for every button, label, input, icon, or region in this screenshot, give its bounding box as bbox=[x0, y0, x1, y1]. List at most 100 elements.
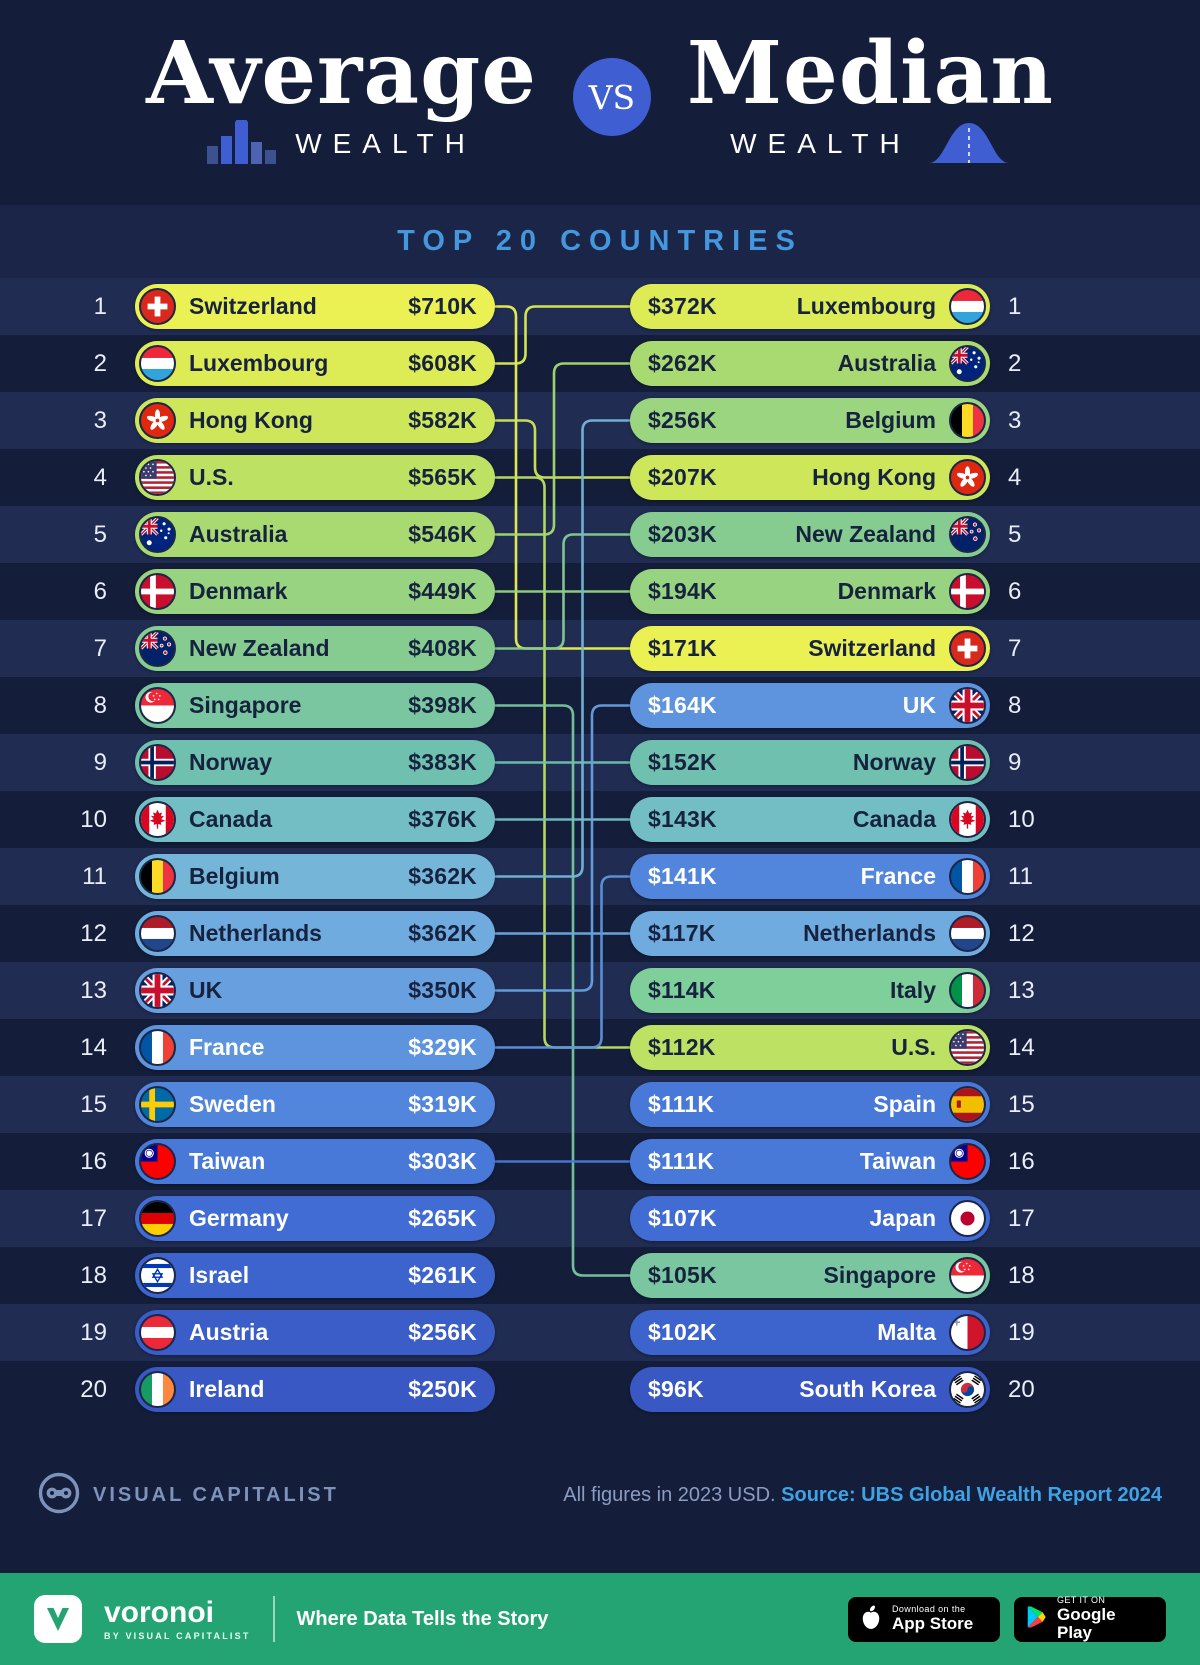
ranking-row: 10 Canada $376K $143K Canada 10 bbox=[0, 791, 1200, 848]
country-name: Spain bbox=[873, 1091, 936, 1117]
average-pill-switzerland: Switzerland $710K bbox=[135, 284, 495, 329]
median-pill-u-s-: $112K U.S. bbox=[630, 1025, 990, 1070]
country-name: U.S. bbox=[891, 1034, 936, 1060]
app-store-badge[interactable]: Download on the App Store bbox=[848, 1596, 1000, 1642]
average-value: $250K bbox=[408, 1376, 477, 1402]
bell-curve-icon bbox=[927, 120, 1011, 169]
bar-chart-icon bbox=[207, 117, 279, 169]
median-rank: 14 bbox=[1008, 1033, 1035, 1061]
country-name: Austria bbox=[189, 1319, 269, 1345]
median-pill-south-korea: $96K South Korea bbox=[630, 1367, 990, 1412]
google-play-badge[interactable]: GET IT ON Google Play bbox=[1014, 1595, 1166, 1642]
ranking-row: 17 Germany $265K $107K Japan 17 bbox=[0, 1190, 1200, 1247]
average-rank: 16 bbox=[80, 1147, 107, 1175]
country-name: New Zealand bbox=[189, 635, 330, 661]
voronoi-wordmark: voronoi BY VISUAL CAPITALIST bbox=[104, 1597, 251, 1641]
vs-badge: VS bbox=[572, 58, 651, 136]
average-rank: 8 bbox=[93, 691, 107, 719]
average-title-block: Average WEALTH bbox=[146, 30, 537, 169]
country-name: Luxembourg bbox=[796, 293, 936, 319]
median-pill-new-zealand: $203K New Zealand bbox=[630, 512, 990, 557]
average-pill-france: France $329K bbox=[135, 1025, 495, 1070]
flag-icon-australia bbox=[949, 345, 986, 382]
flag-icon-sweden bbox=[139, 1086, 176, 1123]
country-name: Switzerland bbox=[189, 293, 317, 319]
median-pill-switzerland: $171K Switzerland bbox=[630, 626, 990, 671]
flag-icon-new-zealand bbox=[139, 630, 176, 667]
median-pill-hong-kong: $207K Hong Kong bbox=[630, 455, 990, 500]
country-name: Canada bbox=[189, 806, 273, 832]
country-name: Australia bbox=[837, 350, 936, 376]
title-median: Median bbox=[686, 23, 1054, 124]
average-rank: 6 bbox=[93, 577, 107, 605]
average-value: $265K bbox=[408, 1205, 477, 1231]
median-rank: 13 bbox=[1008, 976, 1035, 1004]
median-pill-singapore: $105K Singapore bbox=[630, 1253, 990, 1298]
country-name: Malta bbox=[877, 1319, 936, 1345]
average-pill-hong-kong: Hong Kong $582K bbox=[135, 398, 495, 443]
flag-icon-italy bbox=[949, 972, 986, 1009]
source-line: All figures in 2023 USD. Source: UBS Glo… bbox=[563, 1484, 1162, 1507]
average-rank: 18 bbox=[80, 1261, 107, 1289]
median-value: $96K bbox=[648, 1376, 704, 1402]
median-pill-spain: $111K Spain bbox=[630, 1082, 990, 1127]
voronoi-logo-icon bbox=[34, 1595, 82, 1643]
average-value: $319K bbox=[408, 1091, 477, 1117]
flag-icon-luxembourg bbox=[139, 345, 176, 382]
flag-icon-hong-kong bbox=[949, 459, 986, 496]
median-pill-denmark: $194K Denmark bbox=[630, 569, 990, 614]
section-title: TOP 20 COUNTRIES bbox=[397, 225, 803, 257]
flag-icon-luxembourg bbox=[949, 288, 986, 325]
app-store-caption: Download on the bbox=[892, 1604, 966, 1615]
median-rank: 10 bbox=[1008, 805, 1035, 833]
flag-icon-denmark bbox=[139, 573, 176, 610]
country-name: Denmark bbox=[837, 578, 936, 604]
median-value: $117K bbox=[648, 920, 716, 946]
flag-icon-u-s- bbox=[949, 1029, 986, 1066]
average-rank: 19 bbox=[80, 1318, 107, 1346]
country-name: Italy bbox=[889, 977, 936, 1003]
average-rank: 3 bbox=[93, 406, 107, 434]
flag-icon-france bbox=[949, 858, 986, 895]
ranking-row: 2 Luxembourg $608K $262K Australia 2 bbox=[0, 335, 1200, 392]
median-value: $141K bbox=[648, 863, 717, 889]
median-pill-belgium: $256K Belgium bbox=[630, 398, 990, 443]
average-value: $350K bbox=[408, 977, 477, 1003]
ranking-row: 7 New Zealand $408K $171K Switzerland 7 bbox=[0, 620, 1200, 677]
google-play-icon bbox=[1026, 1605, 1047, 1634]
average-rank: 7 bbox=[93, 634, 107, 662]
country-name: France bbox=[860, 863, 936, 889]
flag-icon-netherlands bbox=[139, 915, 176, 952]
flag-icon-malta bbox=[949, 1314, 986, 1351]
google-play-label: Google Play bbox=[1057, 1604, 1116, 1642]
average-value: $329K bbox=[408, 1034, 477, 1060]
flag-icon-uk bbox=[139, 972, 176, 1009]
ranking-row: 4 U.S. $565K $207K Hong Kong 4 bbox=[0, 449, 1200, 506]
flag-icon-australia bbox=[139, 516, 176, 553]
source-credit: Source: UBS Global Wealth Report 2024 bbox=[781, 1484, 1162, 1506]
median-rank: 20 bbox=[1008, 1375, 1035, 1403]
footer: VISUAL CAPITALIST All figures in 2023 US… bbox=[0, 1418, 1200, 1573]
average-pill-sweden: Sweden $319K bbox=[135, 1082, 495, 1127]
country-name: Sweden bbox=[189, 1091, 276, 1117]
median-rank: 5 bbox=[1008, 520, 1022, 548]
section-band: TOP 20 COUNTRIES bbox=[0, 205, 1200, 278]
country-name: France bbox=[189, 1034, 265, 1060]
average-value: $408K bbox=[408, 635, 477, 661]
ranking-row: 15 Sweden $319K $111K Spain 15 bbox=[0, 1076, 1200, 1133]
median-rank: 12 bbox=[1008, 919, 1035, 947]
figures-note: All figures in 2023 USD. bbox=[563, 1484, 776, 1506]
median-value: $102K bbox=[648, 1319, 717, 1345]
median-value: $112K bbox=[648, 1034, 716, 1060]
median-value: $262K bbox=[648, 350, 717, 376]
flag-icon-new-zealand bbox=[949, 516, 986, 553]
flag-icon-canada bbox=[949, 801, 986, 838]
flag-icon-austria bbox=[139, 1314, 176, 1351]
average-value: $582K bbox=[408, 407, 477, 433]
visual-capitalist-logo-icon bbox=[38, 1472, 80, 1519]
wealth-label-left: WEALTH bbox=[295, 128, 476, 160]
voronoi-subtitle: BY VISUAL CAPITALIST bbox=[104, 1630, 251, 1641]
average-value: $608K bbox=[408, 350, 477, 376]
median-rank: 8 bbox=[1008, 691, 1022, 719]
